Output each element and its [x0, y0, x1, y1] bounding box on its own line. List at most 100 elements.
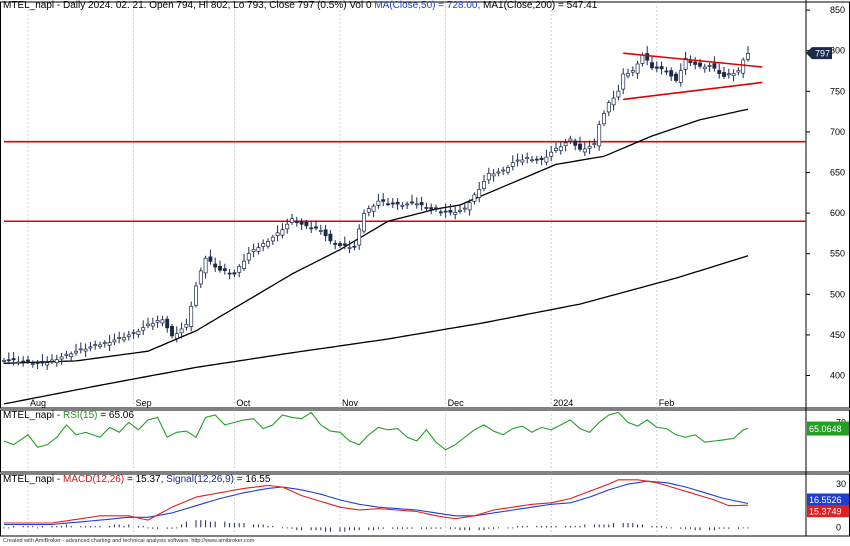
- candle-body: [496, 171, 501, 174]
- candle-body: [371, 205, 376, 212]
- candle-body: [304, 221, 309, 227]
- candle-body: [549, 151, 554, 157]
- candle-body: [69, 353, 74, 357]
- candle-body: [155, 320, 160, 323]
- macd-header: MTEL_napi - MACD(12,26) = 15.37, Signal(…: [3, 474, 271, 485]
- candle-body: [669, 70, 674, 77]
- candle-body: [678, 70, 683, 83]
- price-tick-label: 750: [830, 86, 845, 96]
- rsi-symbol: MTEL_napi: [3, 410, 55, 421]
- candle-body: [338, 243, 342, 246]
- candle-body: [218, 265, 222, 271]
- candle-body: [347, 246, 352, 249]
- candle-body: [443, 210, 448, 213]
- candle-body: [174, 333, 179, 339]
- signal-legend-value: = 16.55: [233, 474, 271, 485]
- candle-body: [419, 202, 424, 206]
- macd-tick-label: 0: [836, 522, 841, 532]
- candle-body: [194, 285, 198, 306]
- candle-body: [736, 70, 741, 73]
- candle-body: [227, 272, 232, 275]
- candle-body: [203, 257, 208, 274]
- candle-body: [698, 62, 702, 67]
- candle-body: [112, 339, 117, 343]
- candle-body: [179, 328, 184, 334]
- rsi-legend-value: = 65.06: [97, 410, 134, 421]
- candle-body: [630, 70, 635, 73]
- candle-body: [482, 181, 486, 190]
- footer-credit: Created with AmiBroker - advanced charti…: [3, 538, 255, 544]
- candle-body: [170, 325, 174, 337]
- macd-line: [4, 479, 749, 524]
- x-tick-label: Feb: [659, 398, 675, 408]
- candle-body: [333, 242, 338, 245]
- candle-body: [136, 330, 141, 335]
- candle-body: [602, 113, 606, 125]
- macd-tick-label: 30: [836, 479, 846, 489]
- candle-body: [702, 66, 707, 70]
- candle-body: [141, 327, 146, 331]
- candle-body: [429, 207, 434, 210]
- candle-body: [520, 159, 525, 163]
- candle-body: [74, 350, 78, 354]
- candle-body: [645, 53, 650, 61]
- candle-body: [544, 156, 549, 163]
- candle-body: [712, 63, 717, 69]
- candle-body: [45, 362, 50, 366]
- candle-body: [242, 260, 246, 269]
- candle-body: [275, 232, 280, 236]
- candle-body: [414, 203, 419, 206]
- candle-body: [165, 318, 170, 329]
- last-price-badge: [806, 47, 832, 60]
- macd-value-label: 15.3749: [809, 507, 842, 517]
- candle-body: [237, 266, 242, 273]
- rsi-legend: RSI(15): [63, 410, 98, 421]
- price-tick-label: 600: [830, 208, 845, 218]
- candle-body: [741, 59, 746, 74]
- x-tick-label: Dec: [448, 398, 465, 408]
- candle-body: [11, 358, 16, 361]
- price-tick-label: 850: [830, 5, 845, 15]
- candle-body: [458, 209, 462, 212]
- candle-body: [515, 159, 520, 162]
- candle-body: [438, 211, 443, 214]
- candle-body: [352, 245, 357, 248]
- candle-body: [688, 60, 693, 63]
- candle-body: [558, 146, 563, 151]
- candle-body: [251, 249, 256, 252]
- signal-value-badge: [807, 493, 849, 506]
- candle-body: [621, 73, 626, 90]
- candle-body: [390, 202, 395, 205]
- macd-value-badge: [807, 505, 849, 518]
- candle-body: [554, 147, 558, 151]
- candle-body: [222, 268, 227, 272]
- ma50-legend: MA(Close,50) = 728.00,: [374, 0, 481, 11]
- candle-body: [626, 73, 630, 77]
- candle-body: [59, 356, 64, 360]
- rsi-line: [3, 411, 749, 451]
- candle-body: [246, 253, 251, 261]
- candle-body: [314, 226, 318, 229]
- candle-body: [587, 145, 592, 149]
- candle-body: [434, 207, 438, 210]
- candle-body: [88, 346, 93, 349]
- price-tick-label: 650: [830, 168, 845, 178]
- candle-body: [410, 201, 414, 204]
- candle-body: [21, 360, 26, 363]
- candle-body: [501, 169, 506, 172]
- candle-body: [266, 241, 270, 247]
- x-tick-label: Aug: [30, 398, 46, 408]
- candle-body: [299, 221, 304, 225]
- candle-body: [78, 348, 83, 351]
- candle-body: [189, 305, 194, 327]
- rsi-value-label: 65.0648: [809, 424, 842, 434]
- candle-body: [386, 203, 390, 206]
- candle-body: [731, 73, 736, 77]
- candle-body: [467, 202, 472, 211]
- candle-body: [213, 263, 218, 268]
- candle-body: [578, 143, 582, 150]
- price-tick-label: 800: [830, 46, 845, 56]
- candle-body: [342, 243, 347, 246]
- candle-body: [606, 102, 611, 113]
